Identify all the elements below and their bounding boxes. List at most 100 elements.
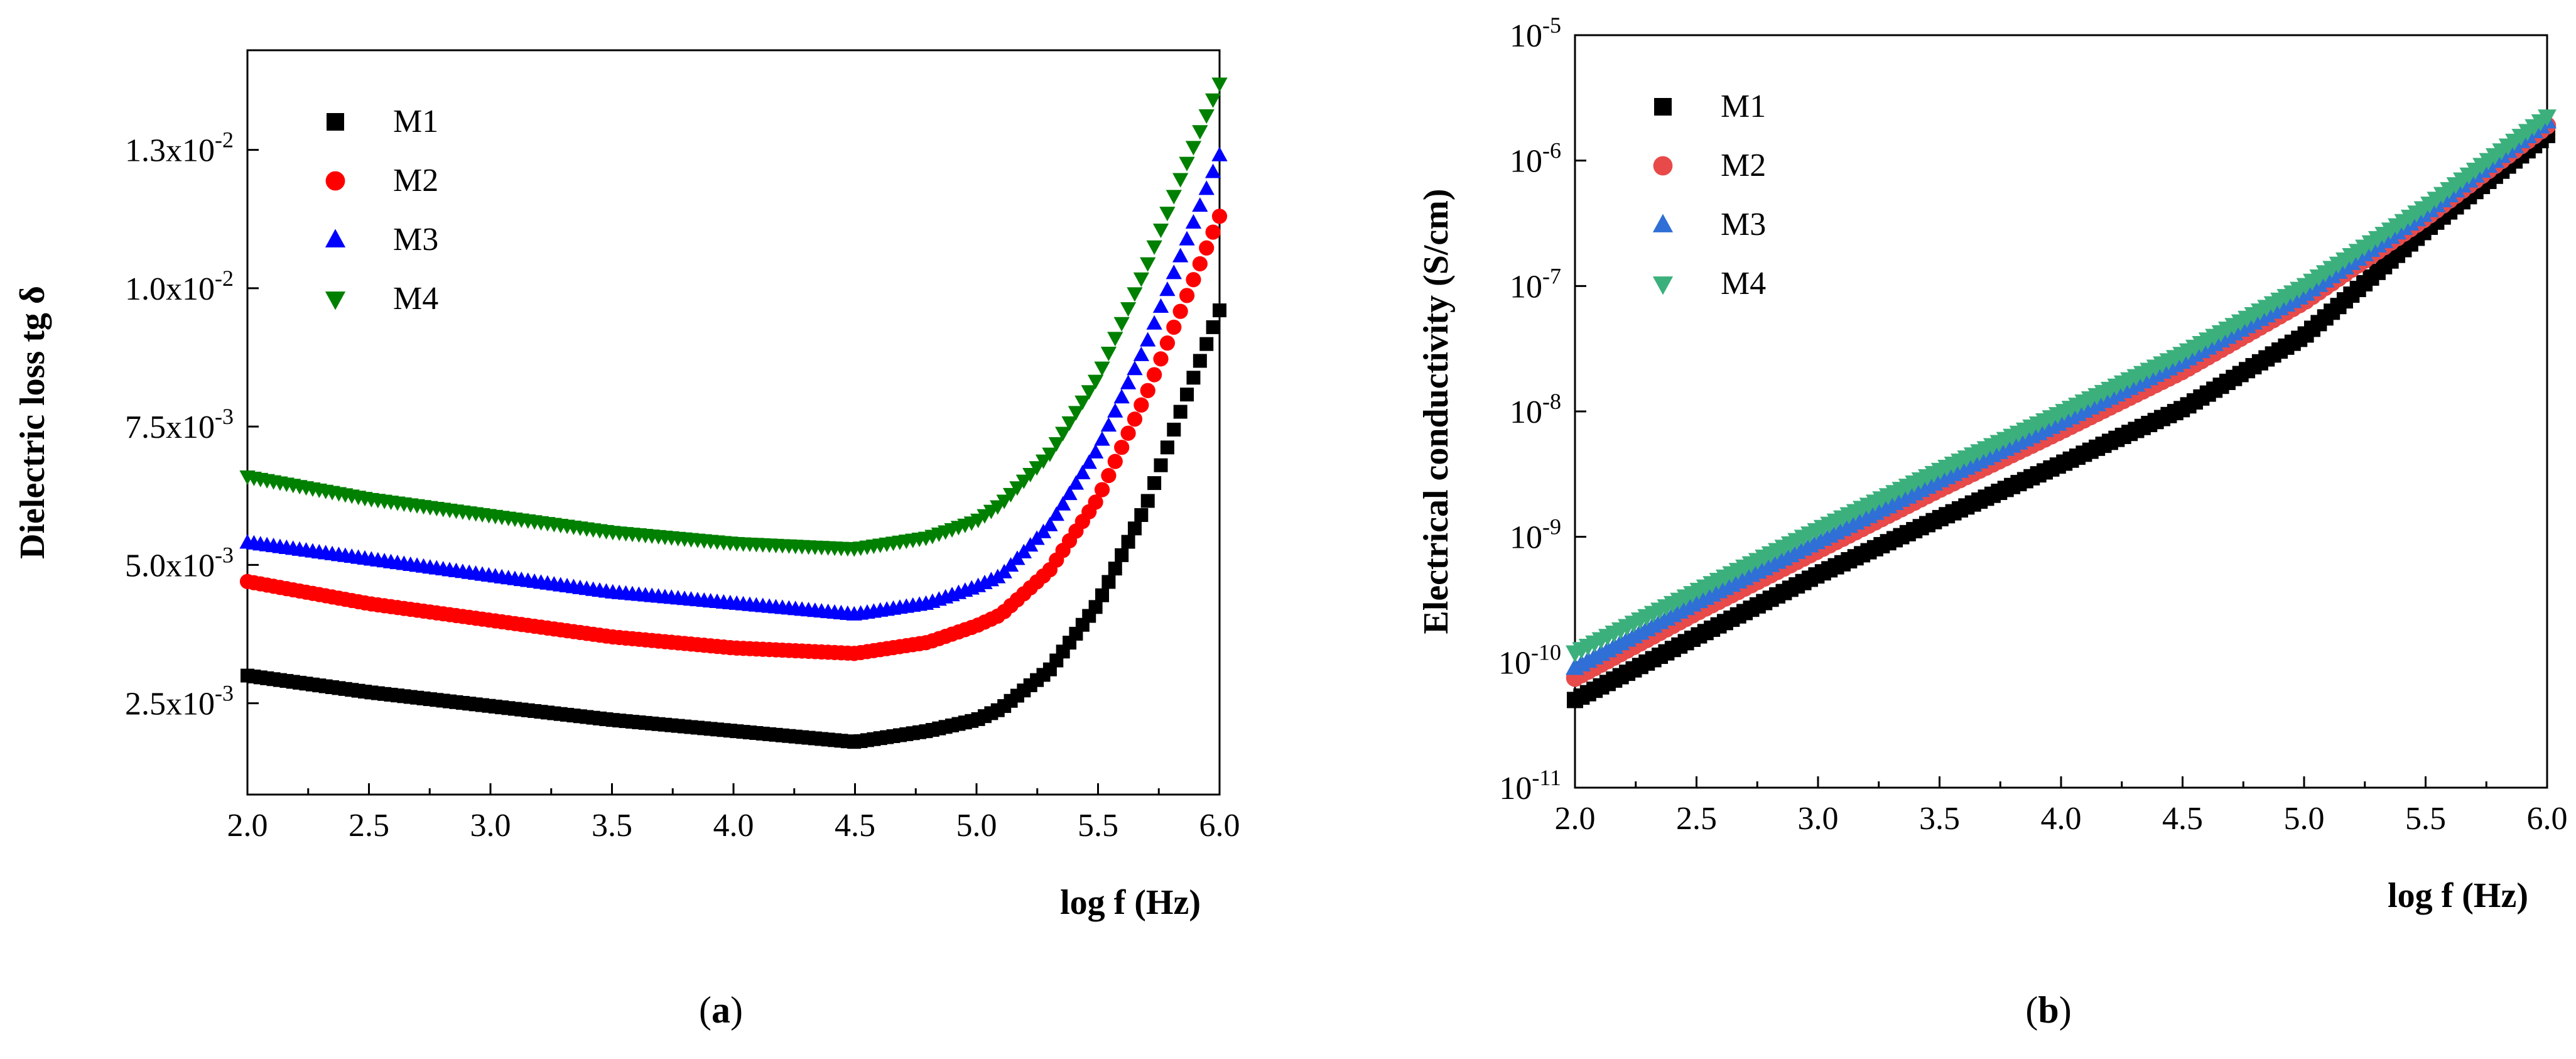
y-tick-label: 10-5 — [1510, 13, 1561, 54]
data-point — [1166, 264, 1182, 280]
data-point — [1173, 405, 1188, 419]
data-point — [1166, 319, 1182, 335]
data-point — [1192, 256, 1208, 272]
data-point — [1205, 224, 1221, 240]
x-tick-label: 3.5 — [592, 808, 632, 844]
data-point — [1166, 190, 1182, 205]
data-point — [1154, 458, 1168, 472]
data-point — [1140, 257, 1156, 272]
x-tick-label: 4.5 — [2162, 801, 2203, 837]
legend-label: M3 — [1721, 207, 1766, 242]
data-point — [1095, 588, 1109, 602]
x-tick-label: 5.5 — [2405, 801, 2446, 837]
data-point — [1035, 454, 1052, 469]
data-point — [1094, 361, 1110, 376]
data-point — [1088, 494, 1103, 510]
x-tick-label: 3.0 — [1798, 801, 1839, 837]
x-axis-title: log f (Hz) — [1060, 883, 1201, 922]
y-tick-label: 10-8 — [1510, 389, 1561, 430]
data-point — [1081, 454, 1097, 469]
data-point — [1107, 453, 1123, 469]
y-tick-label: 10-6 — [1510, 138, 1561, 180]
x-tick-label: 3.5 — [1919, 801, 1960, 837]
data-point — [1211, 209, 1228, 224]
data-point — [1074, 464, 1091, 480]
data-point — [1146, 240, 1162, 255]
data-point — [1179, 288, 1195, 303]
legend-marker — [325, 291, 346, 310]
y-tick-label: 2.5x10-3 — [125, 681, 234, 722]
series-M4 — [239, 77, 1228, 557]
data-point — [1153, 351, 1169, 367]
data-point — [1100, 347, 1117, 362]
legend-marker — [327, 113, 344, 131]
chart-panel-a: 2.0 2.5 3.0 3.5 4.0 4.5 5.0 5.5 6.0 2.5x10-3 5.0x1… — [13, 49, 1240, 1031]
data-point — [1114, 440, 1130, 455]
data-point — [1094, 431, 1110, 446]
data-point — [2538, 109, 2557, 127]
data-point — [1179, 156, 1195, 171]
series-M4 — [1566, 109, 2557, 663]
data-point — [1087, 443, 1104, 459]
data-point — [1068, 475, 1085, 490]
data-point — [1180, 388, 1194, 402]
data-point — [1192, 197, 1208, 212]
data-point — [1133, 346, 1149, 361]
legend-marker — [325, 229, 346, 247]
data-point — [1115, 548, 1129, 562]
data-point — [1100, 417, 1117, 432]
legend-label: M1 — [1721, 89, 1766, 124]
data-point — [1101, 575, 1116, 589]
x-tick-label: 4.0 — [2041, 801, 2082, 837]
legend-label: M3 — [393, 222, 438, 258]
y-tick-label: 5.0x10-3 — [125, 542, 234, 584]
x-tick-label: 2.0 — [1555, 801, 1596, 837]
data-point — [1199, 337, 1214, 351]
data-point — [1113, 389, 1130, 404]
panel-label: (b) — [2025, 989, 2071, 1031]
x-tick-label: 4.5 — [835, 808, 875, 844]
data-point — [1009, 481, 1026, 496]
data-point — [1113, 317, 1130, 332]
data-point — [1127, 411, 1143, 427]
data-point — [1185, 141, 1202, 156]
x-axis-title: log f (Hz) — [2388, 876, 2528, 915]
legend-label: M4 — [393, 281, 438, 317]
data-point — [1081, 385, 1097, 400]
data-point — [1101, 468, 1117, 484]
y-tick-label: 10-11 — [1499, 765, 1561, 806]
data-point — [1211, 77, 1228, 92]
data-point — [1186, 371, 1201, 385]
data-point — [1002, 487, 1019, 502]
data-point — [1213, 303, 1226, 318]
data-point — [1167, 422, 1181, 437]
data-point — [1147, 476, 1162, 491]
data-point — [1022, 467, 1039, 483]
data-point — [1107, 403, 1123, 418]
data-point — [1015, 474, 1032, 489]
data-point — [1198, 180, 1215, 195]
legend-marker — [1652, 214, 1674, 232]
x-tick-label: 4.0 — [713, 808, 754, 844]
data-point — [1120, 425, 1136, 441]
y-tick-label: 1.0x10-2 — [125, 266, 234, 307]
data-point — [1055, 496, 1071, 511]
data-point — [1199, 240, 1215, 256]
panel-label: (a) — [699, 989, 743, 1031]
series-M2 — [239, 209, 1228, 661]
legend-marker — [1654, 98, 1672, 116]
data-point — [1127, 361, 1143, 376]
data-point — [1088, 600, 1103, 614]
data-point — [1108, 562, 1122, 576]
data-point — [1120, 302, 1137, 317]
data-point — [1172, 303, 1188, 319]
x-tick-label: 2.0 — [227, 808, 268, 844]
data-point — [1140, 494, 1155, 508]
chart-panel-b: 2.0 2.5 3.0 3.5 4.0 4.5 5.0 5.5 6.0 10-11 10-10 10-… — [1417, 13, 2568, 1031]
data-point — [1127, 521, 1142, 536]
data-point — [1147, 367, 1162, 383]
x-tick-label: 5.5 — [1078, 808, 1118, 844]
data-point — [1193, 354, 1207, 368]
data-point — [1048, 506, 1064, 521]
